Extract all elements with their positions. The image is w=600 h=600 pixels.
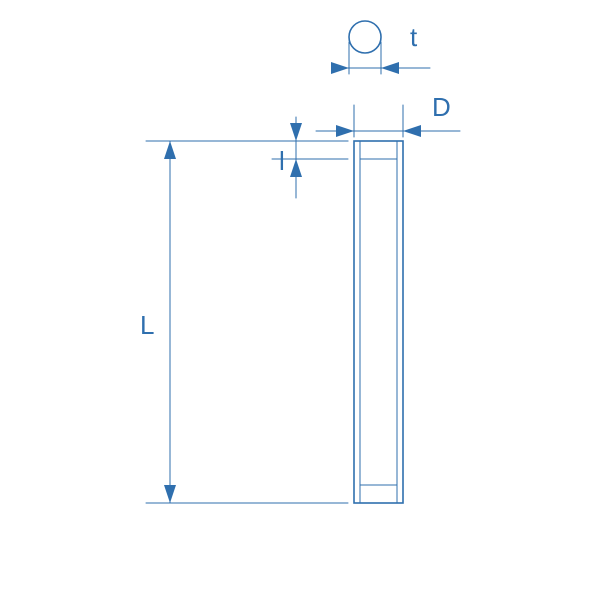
dim-l-label: l bbox=[279, 146, 285, 176]
dim-L-arrow-bottom bbox=[164, 485, 176, 503]
dim-t-arrow-left bbox=[331, 62, 349, 74]
tube-outer-rect bbox=[354, 141, 403, 503]
dim-D-label: D bbox=[432, 92, 451, 122]
tube-side-view bbox=[354, 141, 403, 503]
section-circle bbox=[349, 21, 381, 53]
dim-l-arrow-top bbox=[290, 123, 302, 141]
dim-L-arrow-top bbox=[164, 141, 176, 159]
dim-D-arrow-left bbox=[336, 125, 354, 137]
dim-t-arrow-right bbox=[381, 62, 399, 74]
dim-t-label: t bbox=[410, 22, 418, 52]
dim-l-arrow-bottom bbox=[290, 159, 302, 177]
dim-L-label: L bbox=[140, 310, 154, 340]
dim-D-arrow-right bbox=[403, 125, 421, 137]
